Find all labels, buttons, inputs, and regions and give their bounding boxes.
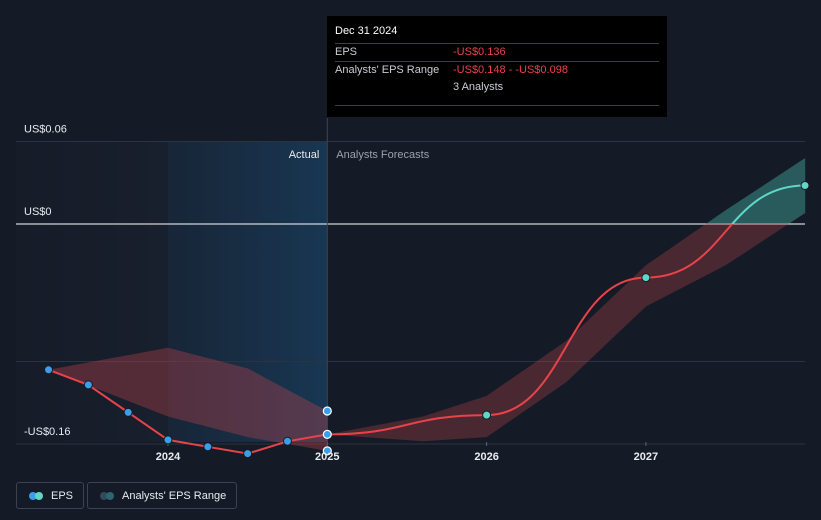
tooltip-eps-row: EPS -US$0.136 (335, 43, 659, 61)
x-tick-label-2027: 2027 (634, 451, 658, 463)
x-tick-label-2024: 2024 (156, 451, 181, 463)
tooltip-marker-1 (322, 429, 332, 439)
y-tick-label-2: -US$0.16 (24, 426, 70, 438)
eps-point-actual-0 (44, 365, 54, 375)
tooltip-divider (335, 105, 659, 106)
eps-line-forecast-negative (327, 224, 734, 436)
tooltip-range-row: Analysts' EPS Range -US$0.148 - -US$0.09… (335, 61, 659, 79)
range-band-forecast-negative (327, 224, 789, 442)
tooltip-marker-2 (322, 446, 332, 456)
tooltip-analysts-row: 3 Analysts (335, 79, 659, 96)
tooltip-eps-label: EPS (335, 46, 358, 58)
tooltip: Dec 31 2024 EPS -US$0.136 Analysts' EPS … (327, 16, 667, 117)
tooltip-marker-0 (322, 406, 332, 416)
x-tick-label-2026: 2026 (474, 451, 498, 463)
tooltip-range-value: -US$0.148 - -US$0.098 (453, 64, 568, 76)
legend-eps-label: EPS (51, 489, 74, 502)
range-band-forecast-positive (705, 158, 806, 224)
tooltip-range-label: Analysts' EPS Range (335, 64, 440, 76)
highlight-period-shade (168, 142, 328, 442)
legend-range-swatch (100, 491, 114, 500)
range-band-past (48, 347, 328, 451)
eps-point-forecast-2 (641, 273, 651, 283)
tooltip-eps-value: -US$0.136 (453, 46, 506, 58)
eps-line-actual-negative (48, 368, 328, 455)
eps-point-forecast-3 (800, 181, 810, 190)
section-label-actual: Actual (289, 149, 320, 161)
tooltip-analysts: 3 Analysts (453, 81, 504, 93)
eps-point-actual-5 (243, 449, 253, 459)
eps-line-forecast-positive (730, 184, 806, 224)
eps-point-actual-4 (203, 442, 213, 452)
legend-eps-swatch (29, 491, 43, 500)
section-label-forecast: Analysts Forecasts (336, 149, 429, 161)
legend-range-label: Analysts' EPS Range (122, 489, 227, 502)
eps-point-actual-2 (123, 407, 133, 417)
y-tick-label-1: US$0 (24, 206, 52, 218)
eps-point-forecast-1 (482, 410, 492, 420)
tooltip-date: Dec 31 2024 (335, 25, 398, 37)
eps-point-actual-1 (83, 380, 93, 390)
legend-range[interactable]: Analysts' EPS Range (87, 482, 238, 509)
legend-eps[interactable]: EPS (16, 482, 85, 509)
eps-point-actual-6 (282, 436, 292, 446)
x-tick-label-2025: 2025 (315, 451, 339, 463)
y-tick-label-0: US$0.06 (24, 124, 67, 136)
eps-point-actual-3 (163, 435, 173, 445)
